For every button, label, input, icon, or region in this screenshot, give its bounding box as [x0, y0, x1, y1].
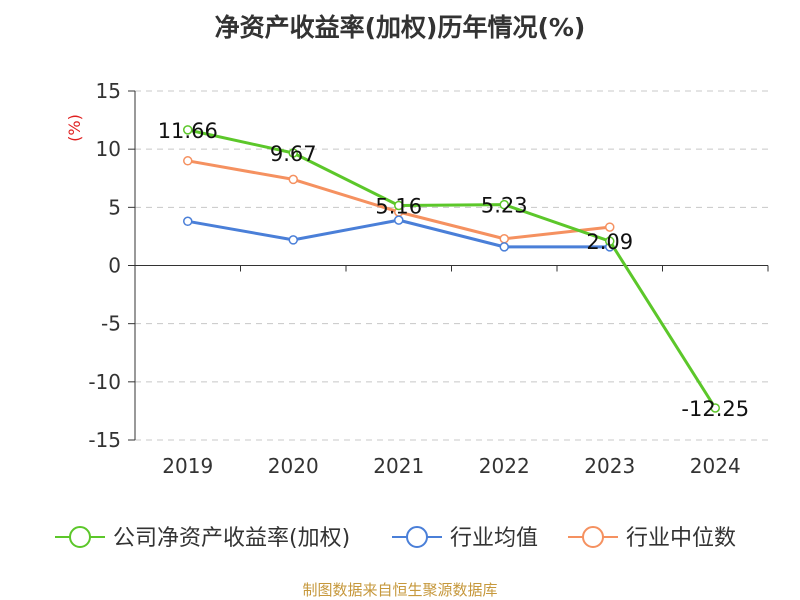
data-point — [499, 242, 509, 252]
data-point — [183, 156, 193, 166]
data-label: -12.25 — [681, 397, 749, 421]
data-point — [394, 215, 404, 225]
y-tick-label: 10 — [96, 137, 121, 161]
x-tick-label: 2024 — [690, 454, 741, 478]
data-point — [394, 200, 404, 211]
data-label: 2.09 — [586, 230, 633, 254]
data-point — [605, 236, 615, 246]
y-tick-label: -5 — [101, 312, 121, 336]
legend-marker — [582, 526, 604, 548]
y-axis-label: (%) — [65, 114, 84, 142]
data-point — [288, 148, 298, 158]
chart-title: 净资产收益率(加权)历年情况(%) — [214, 13, 586, 42]
y-tick-label: 0 — [108, 254, 121, 278]
data-point — [710, 403, 720, 413]
legend-marker — [406, 526, 428, 548]
data-point — [288, 174, 298, 185]
y-tick-label: -10 — [88, 370, 121, 394]
series-layer — [183, 125, 720, 413]
data-label: 5.23 — [481, 194, 528, 218]
legend-label: 行业均值 — [450, 526, 538, 551]
data-label: 11.66 — [158, 119, 218, 143]
series-line — [187, 128, 717, 409]
data-point — [499, 233, 509, 244]
data-label-layer: 11.66 9.67 5.16 5.23 2.09 -12.25 — [158, 119, 749, 421]
legend-label: 公司净资产收益率(加权) — [113, 526, 350, 551]
data-point — [288, 235, 298, 245]
data-point — [499, 199, 509, 210]
y-tick-label: 15 — [96, 79, 121, 103]
axis-layer: 15 10 5 0 -5 -10 -15 2019 2020 2021 2022 2023 2024 (%… — [65, 79, 769, 478]
legend-marker — [69, 526, 91, 548]
data-point — [605, 222, 615, 232]
data-label: 5.16 — [375, 194, 422, 218]
x-tick-label: 2020 — [268, 454, 319, 478]
legend-label: 行业中位数 — [626, 526, 736, 551]
legend: 公司净资产收益率(加权) 行业均值 行业中位数 — [55, 526, 736, 551]
y-tick-label: 5 — [108, 195, 121, 219]
x-tick-label: 2023 — [584, 454, 635, 478]
x-tick-label: 2021 — [373, 454, 424, 478]
data-point — [183, 125, 193, 135]
x-tick-label: 2022 — [479, 454, 530, 478]
x-tick-label: 2019 — [162, 454, 213, 478]
data-label: 9.67 — [270, 142, 317, 166]
y-tick-label: -15 — [88, 428, 121, 452]
data-point — [183, 216, 193, 227]
source-footer: 制图数据来自恒生聚源数据库 — [302, 581, 498, 599]
